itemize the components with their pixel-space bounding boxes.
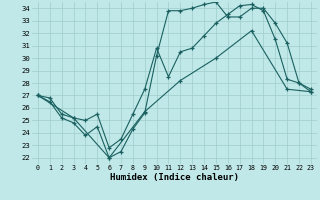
X-axis label: Humidex (Indice chaleur): Humidex (Indice chaleur): [110, 173, 239, 182]
